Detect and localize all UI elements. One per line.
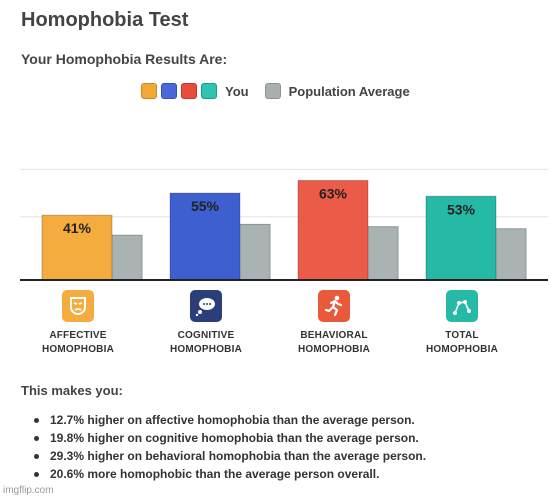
bar-you: [297, 179, 369, 281]
thought-bubble-icon: [190, 290, 222, 322]
category-label-affective: AFFECTIVE HOMOPHOBIA: [42, 330, 114, 355]
legend-label-you: You: [225, 83, 249, 99]
bar-value-label: 55%: [191, 198, 220, 214]
mask-icon: [62, 290, 94, 322]
category-behavioral: BEHAVIORAL HOMOPHOBIA: [274, 290, 394, 357]
watermark: imgflip.com: [3, 485, 54, 496]
bar-value-label: 63%: [319, 185, 348, 201]
bar-population: [109, 234, 143, 281]
constellation-icon: [446, 290, 478, 322]
results-subtitle: Your Homophobia Results Are:: [21, 51, 228, 67]
summary-item: 29.3% higher on behavioral homophobia th…: [30, 447, 426, 465]
bar-population: [493, 228, 527, 281]
summary-item: 19.8% higher on cognitive homophobia tha…: [30, 429, 426, 447]
category-label-cognitive: COGNITIVE HOMOPHOBIA: [170, 330, 242, 355]
legend-swatch-behavioral: [181, 83, 197, 99]
category-affective: AFFECTIVE HOMOPHOBIA: [18, 290, 138, 357]
bar-population: [365, 226, 399, 281]
category-total: TOTAL HOMOPHOBIA: [402, 290, 522, 357]
legend-swatch-cognitive: [161, 83, 177, 99]
bar-you: [41, 214, 113, 281]
bar-value-label: 53%: [447, 201, 476, 217]
chart-legend: You Population Average: [141, 83, 422, 99]
summary-list: 12.7% higher on affective homophobia tha…: [30, 411, 426, 483]
legend-swatch-population: [264, 83, 281, 99]
running-person-icon: [318, 290, 350, 322]
category-cognitive: COGNITIVE HOMOPHOBIA: [146, 290, 266, 357]
bar-population: [237, 223, 271, 281]
category-label-behavioral: BEHAVIORAL HOMOPHOBIA: [298, 330, 370, 355]
bar-you: [169, 192, 241, 281]
legend-swatch-affective: [141, 83, 157, 99]
summary-item: 20.6% more homophobic than the average p…: [30, 465, 426, 483]
page-title: Homophobia Test: [21, 9, 189, 31]
legend-label-population: Population Average: [288, 83, 410, 99]
legend-swatch-total: [201, 83, 217, 99]
summary-heading: This makes you:: [21, 383, 123, 398]
summary-item: 12.7% higher on affective homophobia tha…: [30, 411, 426, 429]
bar-value-label: 41%: [63, 220, 92, 236]
bar-you: [425, 195, 497, 281]
category-label-total: TOTAL HOMOPHOBIA: [426, 330, 498, 355]
